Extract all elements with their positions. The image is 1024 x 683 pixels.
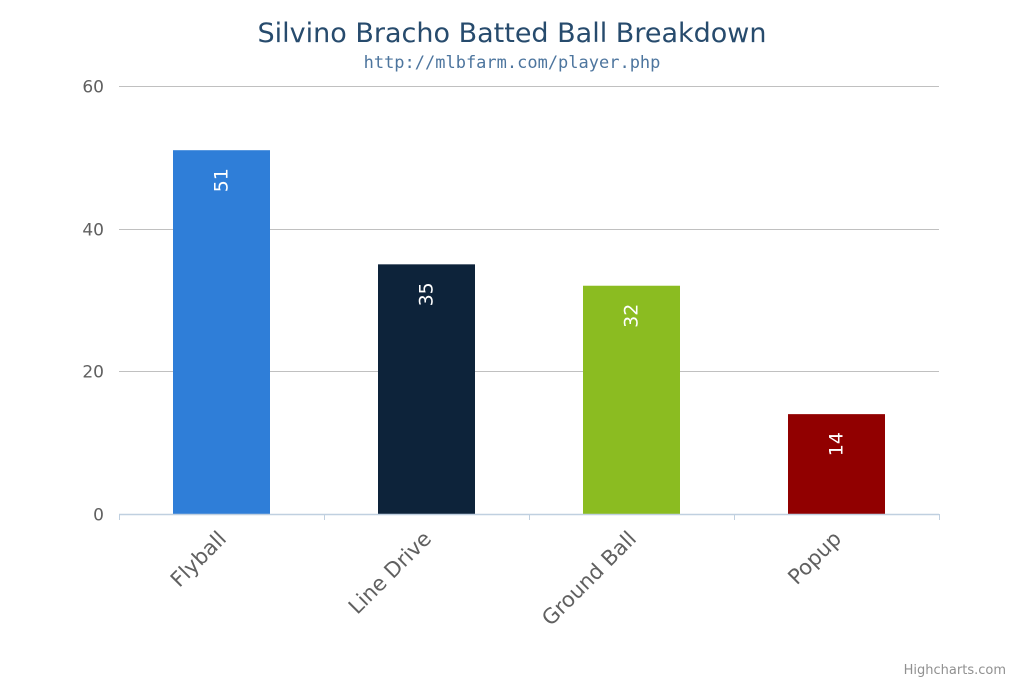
x-axis-tick-marks: [119, 514, 940, 520]
y-tick-label: 40: [82, 221, 104, 241]
data-label: 51: [211, 168, 233, 192]
chart-title: Silvino Bracho Batted Ball Breakdown: [258, 18, 767, 49]
bar[interactable]: [173, 150, 270, 514]
bar[interactable]: [788, 414, 885, 514]
data-label: 32: [621, 304, 643, 328]
y-tick-label: 20: [82, 363, 104, 383]
x-category-label: Ground Ball: [537, 527, 641, 631]
x-category-label: Flyball: [166, 527, 231, 592]
x-category-label: Popup: [783, 527, 846, 590]
data-label: 35: [416, 282, 438, 306]
data-label: 14: [826, 432, 848, 456]
bar[interactable]: [583, 285, 680, 514]
y-tick-label: 60: [82, 78, 104, 98]
data-labels: 51 35 32 14: [211, 168, 848, 456]
y-tick-label: 0: [93, 506, 104, 526]
x-axis-categories: Flyball Line Drive Ground Ball Popup: [166, 527, 846, 631]
y-axis-ticks: 0 20 40 60: [82, 78, 104, 526]
bars: [173, 150, 885, 514]
chart-subtitle: http://mlbfarm.com/player.php: [364, 53, 661, 73]
credits-link[interactable]: Highcharts.com: [904, 663, 1006, 678]
x-category-label: Line Drive: [344, 527, 436, 619]
bar[interactable]: [378, 264, 475, 514]
